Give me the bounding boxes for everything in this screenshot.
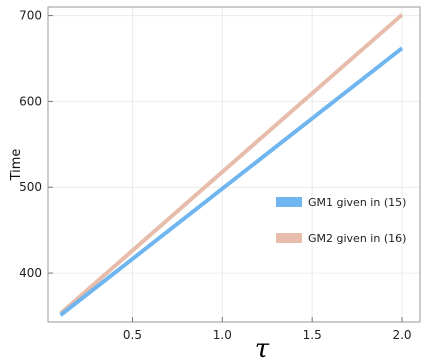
x-tick-label: 1.0 [213,328,232,342]
x-tick-label: 0.5 [123,328,142,342]
legend-swatch [276,233,302,243]
legend-swatch [276,197,302,207]
plot-frame [47,6,421,323]
series-lines [59,13,404,317]
axis-ticks: 0.5 1.0 1.5 2.0 400 500 600 700 [19,9,411,342]
legend-label: GM1 given in (15) [308,196,406,209]
grid [48,7,420,322]
y-axis-label: Time [9,149,24,182]
y-tick-label: 500 [19,180,42,194]
x-axis-label: τ [255,334,270,362]
series-line [59,13,404,315]
y-tick-label: 700 [19,9,42,23]
legend-label: GM2 given in (16) [308,232,406,245]
x-tick-label: 2.0 [392,328,411,342]
series-line [59,46,404,317]
legend: GM1 given in (15) GM2 given in (16) [276,196,406,245]
y-tick-label: 600 [19,94,42,108]
x-tick-label: 1.5 [303,328,322,342]
y-tick-label: 400 [19,266,42,280]
